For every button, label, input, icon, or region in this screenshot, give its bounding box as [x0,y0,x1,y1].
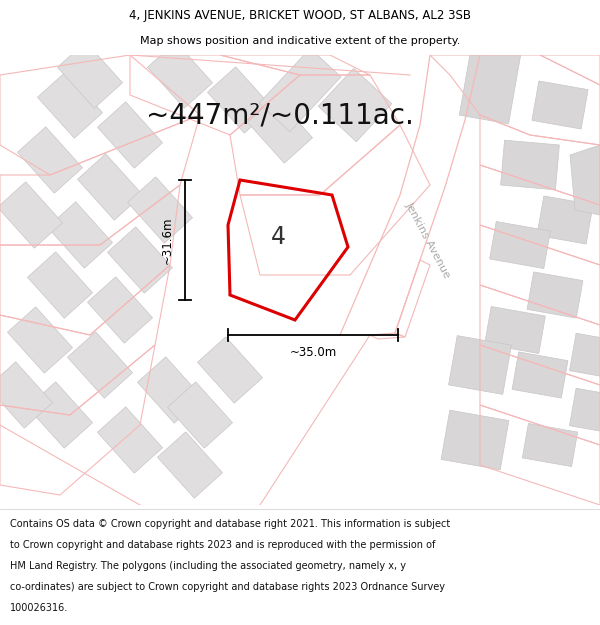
Polygon shape [512,352,568,398]
Polygon shape [28,252,92,318]
Text: co-ordinates) are subject to Crown copyright and database rights 2023 Ordnance S: co-ordinates) are subject to Crown copyr… [10,582,445,592]
Polygon shape [570,145,600,215]
Polygon shape [47,202,113,268]
Text: to Crown copyright and database rights 2023 and is reproduced with the permissio: to Crown copyright and database rights 2… [10,541,436,551]
Polygon shape [259,48,341,132]
Polygon shape [28,382,92,448]
Polygon shape [197,337,263,403]
Polygon shape [148,42,212,108]
Polygon shape [247,97,313,163]
Text: 4: 4 [271,225,286,249]
Polygon shape [37,72,103,138]
Polygon shape [0,362,53,428]
Polygon shape [523,423,578,467]
Polygon shape [441,410,509,470]
Text: Map shows position and indicative extent of the property.: Map shows position and indicative extent… [140,36,460,46]
Polygon shape [569,333,600,377]
Polygon shape [157,432,223,498]
Polygon shape [449,336,511,394]
Polygon shape [7,307,73,373]
Polygon shape [569,388,600,432]
Polygon shape [208,67,272,133]
Polygon shape [537,196,593,244]
Polygon shape [500,140,559,190]
Text: 4, JENKINS AVENUE, BRICKET WOOD, ST ALBANS, AL2 3SB: 4, JENKINS AVENUE, BRICKET WOOD, ST ALBA… [129,9,471,22]
Polygon shape [527,272,583,318]
Polygon shape [460,46,521,124]
Polygon shape [127,177,193,243]
Text: ~35.0m: ~35.0m [289,346,337,359]
Polygon shape [532,81,588,129]
Polygon shape [77,154,143,220]
Polygon shape [67,332,133,398]
Polygon shape [97,407,163,473]
Polygon shape [485,306,545,354]
Polygon shape [0,182,62,248]
Polygon shape [318,68,392,142]
Polygon shape [97,102,163,168]
Text: HM Land Registry. The polygons (including the associated geometry, namely x, y: HM Land Registry. The polygons (includin… [10,561,406,571]
Polygon shape [17,127,83,193]
Text: 100026316.: 100026316. [10,603,68,613]
Polygon shape [88,277,152,343]
Polygon shape [137,357,203,423]
Text: Contains OS data © Crown copyright and database right 2021. This information is : Contains OS data © Crown copyright and d… [10,519,451,529]
Polygon shape [107,227,173,293]
Polygon shape [490,221,550,269]
Text: ~31.6m: ~31.6m [161,216,173,264]
Polygon shape [58,42,122,108]
Text: Jenkins Avenue: Jenkins Avenue [404,200,452,280]
Text: ~447m²/~0.111ac.: ~447m²/~0.111ac. [146,101,414,129]
Polygon shape [167,382,233,448]
